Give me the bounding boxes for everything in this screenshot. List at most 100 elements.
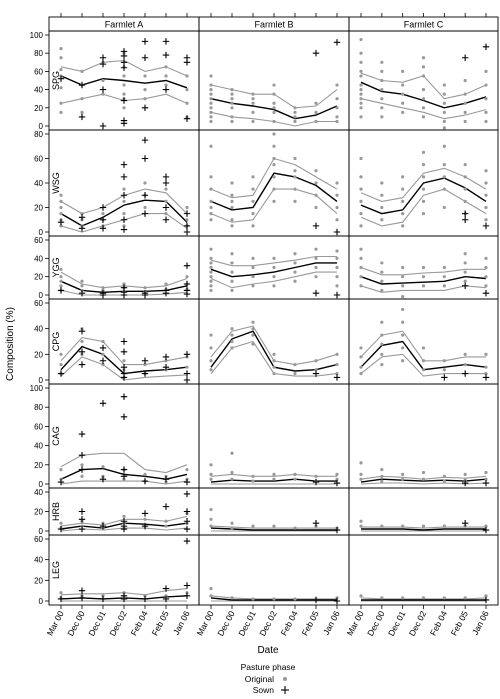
original-point <box>122 514 126 518</box>
original-point <box>293 279 297 283</box>
original-point <box>272 199 276 203</box>
original-point <box>421 199 426 203</box>
original-point <box>421 106 426 110</box>
sown-point <box>141 54 149 61</box>
farmlet-header-1: Farmlet B <box>254 20 293 30</box>
y-tick-label: 0 <box>39 376 44 385</box>
sown-point <box>333 597 341 605</box>
sown-point <box>162 51 170 59</box>
y-tick-label: 60 <box>34 155 43 164</box>
sown-point <box>120 338 128 345</box>
original-point <box>101 92 105 96</box>
y-tick-label: 0 <box>39 480 44 489</box>
original-point <box>401 265 405 270</box>
x-tick-label: Dec 02 <box>107 609 129 638</box>
original-point <box>143 205 147 210</box>
original-point <box>272 352 276 356</box>
original-point <box>230 101 234 105</box>
original-point <box>421 346 426 350</box>
original-point <box>359 212 363 216</box>
original-point <box>335 181 339 185</box>
original-point <box>484 169 488 173</box>
sown-point <box>183 115 191 122</box>
sown-point <box>333 479 341 487</box>
original-point <box>484 265 488 270</box>
original-point <box>122 199 126 203</box>
y-tick-label: 60 <box>34 236 43 245</box>
sown-point <box>120 59 128 66</box>
original-point <box>380 106 384 110</box>
y-tick-label: 20 <box>34 350 43 359</box>
original-point <box>209 119 213 124</box>
original-point <box>80 474 84 478</box>
original-point <box>230 224 234 228</box>
original-point <box>209 284 213 288</box>
original-point <box>209 144 213 148</box>
original-point <box>335 275 339 279</box>
original-point <box>335 193 339 197</box>
sown-point <box>99 522 107 530</box>
original-point <box>421 187 426 191</box>
original-point <box>143 363 147 367</box>
original-point <box>442 175 446 179</box>
original-point <box>209 333 213 337</box>
mean-line <box>360 275 487 285</box>
original-point <box>59 193 63 197</box>
sown-point <box>99 60 107 68</box>
sown-point <box>461 210 469 217</box>
original-point <box>484 110 488 114</box>
original-point <box>251 212 255 216</box>
sown-point <box>120 52 128 60</box>
sown-point <box>482 222 490 230</box>
original-point <box>272 371 276 376</box>
original-point <box>272 265 276 270</box>
legend-marker-sown <box>281 686 289 694</box>
original-point <box>484 371 488 376</box>
original-point <box>463 92 467 96</box>
original-point <box>164 212 168 216</box>
x-tick-label: Dec 02 <box>407 609 429 638</box>
original-point <box>359 97 363 101</box>
original-point <box>463 252 467 256</box>
sown-point <box>162 595 170 603</box>
original-point <box>380 115 384 119</box>
original-point <box>251 474 255 478</box>
original-point <box>59 212 63 216</box>
sown-point <box>141 192 149 199</box>
sown-point <box>78 289 86 297</box>
original-point <box>209 175 213 179</box>
original-point <box>293 110 297 114</box>
original-point <box>442 265 446 270</box>
sown-point <box>141 136 149 144</box>
original-point <box>272 275 276 279</box>
original-point <box>122 74 126 78</box>
original-point <box>421 524 426 528</box>
original-point <box>359 37 363 42</box>
original-point <box>463 596 467 600</box>
original-point <box>401 101 405 105</box>
original-point <box>380 78 384 83</box>
sown-point <box>120 393 128 400</box>
original-point <box>209 517 213 521</box>
original-point <box>359 115 363 119</box>
original-point <box>209 477 213 481</box>
original-point <box>359 477 363 481</box>
x-tick-label: Feb 04 <box>428 609 449 637</box>
original-point <box>209 106 213 110</box>
original-point <box>335 256 339 260</box>
original-point <box>209 92 213 96</box>
mean-line <box>360 81 487 109</box>
original-point <box>122 359 126 363</box>
legend-label-original: Original <box>245 674 274 684</box>
sown-point <box>78 508 86 515</box>
original-point <box>101 78 105 83</box>
original-point <box>335 83 339 87</box>
original-point <box>122 92 126 96</box>
original-point <box>209 279 213 283</box>
original-point <box>401 92 405 96</box>
sown-point <box>183 490 191 498</box>
original-point <box>59 521 63 525</box>
original-point <box>122 212 126 216</box>
original-point <box>401 359 405 363</box>
sown-point <box>162 86 170 93</box>
